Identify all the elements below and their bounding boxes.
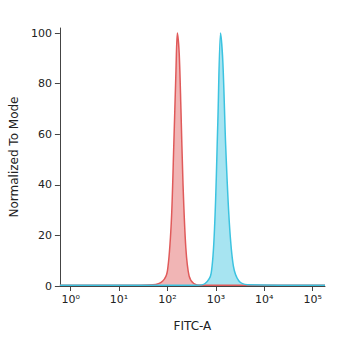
svg-text:40: 40 bbox=[38, 178, 52, 191]
svg-text:80: 80 bbox=[38, 77, 52, 90]
svg-text:0: 0 bbox=[45, 280, 52, 293]
svg-text:10⁴: 10⁴ bbox=[255, 293, 274, 306]
svg-text:10¹: 10¹ bbox=[110, 293, 128, 306]
svg-text:Normalized To Mode: Normalized To Mode bbox=[7, 96, 21, 217]
svg-text:10²: 10² bbox=[158, 293, 176, 306]
svg-text:FITC-A: FITC-A bbox=[174, 319, 213, 333]
svg-text:10⁵: 10⁵ bbox=[303, 293, 321, 306]
svg-text:20: 20 bbox=[38, 229, 52, 242]
svg-text:60: 60 bbox=[38, 128, 52, 141]
svg-text:100: 100 bbox=[31, 27, 52, 40]
svg-text:10⁰: 10⁰ bbox=[61, 293, 80, 306]
svg-text:10³: 10³ bbox=[207, 293, 225, 306]
